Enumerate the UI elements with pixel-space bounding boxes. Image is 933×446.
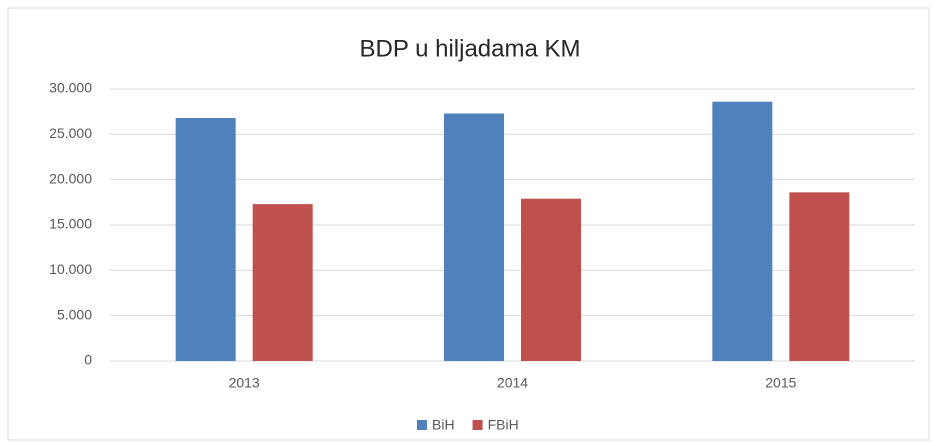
x-tick-label: 2014 [497,375,528,391]
bar [521,198,581,361]
legend-label: FBiH [488,417,519,433]
bar [252,204,313,361]
y-tick-label: 10.000 [49,261,92,277]
legend-label: BiH [432,417,455,433]
legend-swatch [472,420,483,430]
chart-title: BDP u hiljadama KM [360,35,581,62]
y-tick-label: 30.000 [49,80,92,96]
x-tick-label: 2015 [765,375,796,391]
y-tick-label: 20.000 [49,170,92,186]
bar [444,113,504,361]
bar [712,101,773,362]
y-tick-label: 25.000 [49,125,92,141]
y-tick-label: 15.000 [49,216,92,232]
x-tick-label: 2013 [229,375,260,391]
y-tick-label: 5.000 [57,306,92,322]
legend-swatch [417,420,427,430]
y-tick-label: 0 [84,352,92,368]
bar [175,118,236,361]
bar [789,192,850,361]
